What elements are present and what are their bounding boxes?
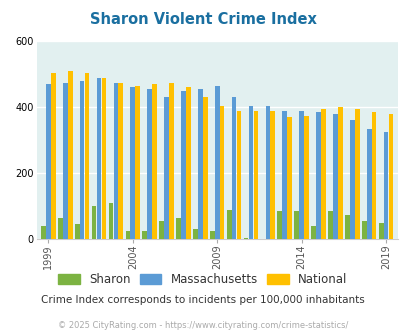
Bar: [287, 117, 291, 239]
Bar: [176, 218, 181, 239]
Bar: [68, 71, 72, 239]
Bar: [354, 109, 359, 239]
Bar: [315, 112, 320, 239]
Bar: [226, 210, 231, 239]
Bar: [41, 226, 46, 239]
Bar: [109, 203, 113, 239]
Bar: [135, 86, 140, 239]
Bar: [337, 107, 342, 239]
Bar: [378, 223, 383, 239]
Bar: [113, 82, 118, 239]
Bar: [185, 87, 190, 239]
Bar: [265, 106, 270, 239]
Bar: [320, 109, 325, 239]
Bar: [371, 112, 375, 239]
Bar: [366, 129, 371, 239]
Bar: [270, 111, 275, 239]
Bar: [159, 221, 164, 239]
Text: Sharon Violent Crime Index: Sharon Violent Crime Index: [90, 12, 315, 26]
Bar: [344, 214, 349, 239]
Bar: [118, 82, 123, 239]
Bar: [75, 224, 79, 239]
Bar: [277, 211, 281, 239]
Bar: [101, 78, 106, 239]
Bar: [85, 73, 89, 239]
Bar: [142, 231, 147, 239]
Bar: [130, 87, 135, 239]
Text: Crime Index corresponds to incidents per 100,000 inhabitants: Crime Index corresponds to incidents per…: [41, 295, 364, 305]
Bar: [198, 89, 202, 239]
Bar: [96, 78, 101, 239]
Bar: [383, 132, 388, 239]
Bar: [152, 84, 157, 239]
Bar: [58, 218, 62, 239]
Bar: [327, 211, 332, 239]
Bar: [282, 111, 286, 239]
Bar: [51, 73, 55, 239]
Bar: [63, 82, 68, 239]
Bar: [294, 211, 298, 239]
Bar: [79, 81, 84, 239]
Legend: Sharon, Massachusetts, National: Sharon, Massachusetts, National: [53, 268, 352, 291]
Text: © 2025 CityRating.com - https://www.cityrating.com/crime-statistics/: © 2025 CityRating.com - https://www.city…: [58, 321, 347, 330]
Bar: [236, 111, 241, 239]
Bar: [219, 106, 224, 239]
Bar: [92, 206, 96, 239]
Bar: [243, 238, 248, 239]
Bar: [231, 97, 236, 239]
Bar: [311, 226, 315, 239]
Bar: [214, 86, 219, 239]
Bar: [164, 97, 168, 239]
Bar: [303, 115, 308, 239]
Bar: [361, 221, 366, 239]
Bar: [193, 229, 197, 239]
Bar: [332, 114, 337, 239]
Bar: [298, 111, 303, 239]
Bar: [209, 231, 214, 239]
Bar: [181, 91, 185, 239]
Bar: [248, 106, 253, 239]
Bar: [388, 114, 392, 239]
Bar: [202, 97, 207, 239]
Bar: [125, 231, 130, 239]
Bar: [46, 84, 51, 239]
Bar: [349, 120, 354, 239]
Bar: [147, 89, 151, 239]
Bar: [168, 82, 173, 239]
Bar: [253, 111, 258, 239]
